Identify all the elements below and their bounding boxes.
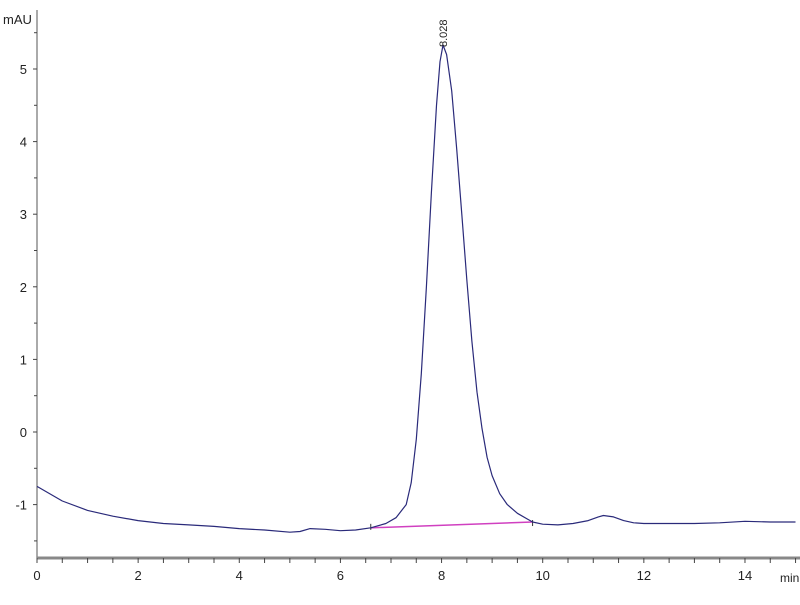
x-tick-label: 8	[438, 568, 445, 583]
x-tick-label: 14	[738, 568, 752, 583]
y-axis-label: mAU	[3, 12, 32, 27]
y-tick-label: 2	[20, 280, 27, 295]
x-axis-label: min	[780, 571, 799, 585]
x-tick-label: 6	[337, 568, 344, 583]
x-tick-label: 12	[637, 568, 651, 583]
integration-baseline	[370, 521, 533, 529]
y-tick-label: 4	[20, 135, 27, 150]
y-tick-label: -1	[15, 498, 27, 513]
x-tick-label: 10	[535, 568, 549, 583]
peak-label: 8.028	[438, 20, 450, 48]
x-tick-label: 2	[135, 568, 142, 583]
x-tick-label: 0	[33, 568, 40, 583]
y-tick-label: 5	[20, 62, 27, 77]
y-tick-label: 0	[20, 425, 27, 440]
y-tick-label: 3	[20, 207, 27, 222]
y-tick-label: 1	[20, 352, 27, 367]
chromatogram-trace	[36, 44, 796, 533]
x-tick-label: 4	[236, 568, 243, 583]
